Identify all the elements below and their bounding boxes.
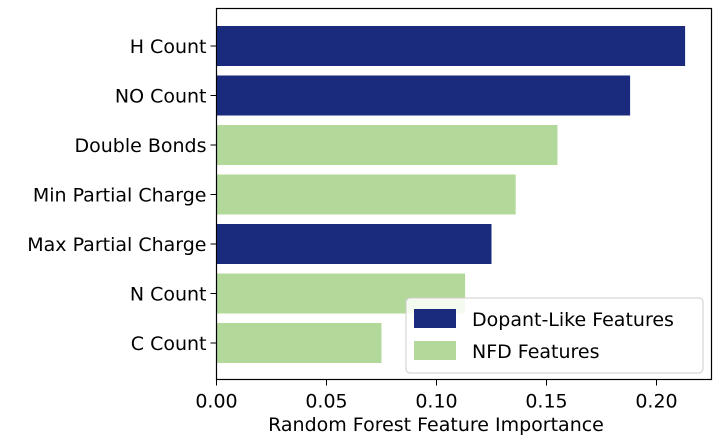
x-tick-label: 0.20: [635, 391, 677, 413]
bar-max-partial-charge: [216, 224, 492, 264]
y-tick-label: Min Partial Charge: [33, 185, 207, 207]
x-tick-label: 0.05: [305, 391, 347, 413]
bars-group: [216, 26, 686, 363]
bar-double-bonds: [216, 125, 558, 165]
plot-frame: [215, 7, 713, 381]
legend-label-nfd: NFD Features: [472, 341, 600, 363]
bar-c-count: [216, 323, 382, 363]
y-tick-label: Max Partial Charge: [27, 234, 206, 256]
bar-min-partial-charge: [216, 174, 516, 215]
x-axis-label: Random Forest Feature Importance: [268, 414, 604, 436]
x-tick-label: 0.10: [415, 391, 457, 413]
bar-h-count: [216, 26, 686, 66]
legend-label-dopant: Dopant-Like Features: [472, 309, 674, 331]
x-tick-label: 0.15: [525, 391, 567, 413]
y-tick-label: H Count: [130, 36, 207, 58]
x-ticks: 0.00 0.05 0.10 0.15 0.20: [195, 379, 678, 413]
bar-no-count: [216, 75, 631, 116]
y-tick-label: C Count: [131, 333, 207, 355]
y-tick-label: N Count: [130, 284, 207, 306]
y-tick-labels: H Count NO Count Double Bonds Min Partial C…: [27, 36, 217, 355]
legend-box: [405, 297, 704, 374]
y-tick-label: NO Count: [115, 86, 207, 108]
y-tick-label: Double Bonds: [74, 135, 206, 157]
legend-swatch-nfd: [414, 341, 456, 360]
x-tick-label: 0.00: [195, 391, 237, 413]
legend: Dopant-Like Features NFD Features: [405, 297, 704, 374]
legend-swatch-dopant: [414, 309, 456, 328]
